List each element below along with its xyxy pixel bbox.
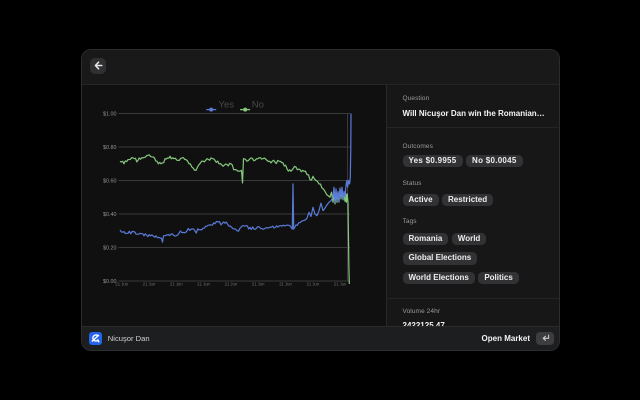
svg-text:21 Jun: 21 Jun [197, 282, 210, 287]
svg-text:$0.60: $0.60 [103, 179, 117, 185]
svg-text:$0.80: $0.80 [103, 145, 117, 151]
svg-text:21 Jun: 21 Jun [115, 282, 128, 287]
svg-text:21 Jun: 21 Jun [170, 282, 183, 287]
svg-text:$0.20: $0.20 [103, 246, 117, 252]
svg-text:21 Jun: 21 Jun [225, 282, 238, 287]
svg-text:21 Jun: 21 Jun [279, 282, 292, 287]
svg-text:No: No [252, 100, 264, 111]
svg-text:21 Jun: 21 Jun [143, 282, 156, 287]
svg-text:21 Jun: 21 Jun [307, 282, 320, 287]
svg-text:21 Jun: 21 Jun [252, 282, 265, 287]
svg-text:$0.40: $0.40 [103, 212, 117, 218]
svg-text:21 Jun: 21 Jun [334, 282, 347, 287]
svg-text:Yes: Yes [219, 100, 235, 111]
svg-text:$1.00: $1.00 [103, 112, 117, 118]
svg-text:$0.00: $0.00 [103, 279, 117, 285]
